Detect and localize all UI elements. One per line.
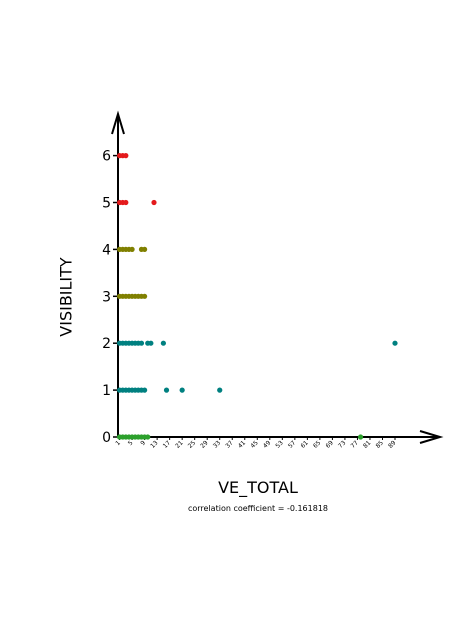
data-point xyxy=(145,434,151,440)
x-tick-label: 73 xyxy=(337,439,347,449)
x-tick-label: 33 xyxy=(212,439,222,449)
x-tick-label: 57 xyxy=(287,439,297,449)
x-tick-label: 45 xyxy=(249,439,259,449)
y-axis-label: VISIBILITY xyxy=(56,257,76,337)
data-point xyxy=(129,246,135,252)
y-tick-label: 6 xyxy=(102,149,111,165)
y-tick-label: 5 xyxy=(102,196,111,212)
x-tick-label: 9 xyxy=(139,439,147,447)
data-points xyxy=(116,153,398,440)
data-point xyxy=(142,246,148,252)
x-tick-label: 69 xyxy=(324,439,334,449)
data-point xyxy=(160,340,166,346)
data-point xyxy=(123,199,129,206)
x-tick-label: 61 xyxy=(299,439,309,449)
y-tick-label: 4 xyxy=(102,242,111,258)
x-tick-label: 41 xyxy=(237,439,247,449)
x-tick-label: 13 xyxy=(149,439,159,449)
data-point xyxy=(142,293,148,299)
x-tick-label: 29 xyxy=(199,439,209,449)
axes xyxy=(111,110,444,444)
y-tick-label: 2 xyxy=(102,336,111,352)
data-point xyxy=(217,387,223,393)
data-point xyxy=(151,199,157,206)
x-tick-label: 89 xyxy=(387,439,397,449)
x-ticks: 1 5 9 13 17 21 25 29 33 37 41 45 49 53 57 61 65 69 73 77 81 8… xyxy=(114,437,398,450)
x-tick-label: 77 xyxy=(350,439,360,449)
x-axis-label: VE_TOTAL xyxy=(218,478,298,497)
x-tick-label: 49 xyxy=(262,439,272,449)
data-point xyxy=(138,340,145,346)
x-tick-label: 5 xyxy=(127,439,135,447)
y-tick-label: 3 xyxy=(102,289,111,305)
data-point xyxy=(123,153,129,159)
data-point xyxy=(179,387,185,393)
x-tick-label: 21 xyxy=(174,439,184,449)
data-point xyxy=(142,387,148,393)
x-tick-label: 37 xyxy=(224,439,234,449)
x-tick-label: 17 xyxy=(162,439,172,449)
y-axis-arrow xyxy=(111,110,125,135)
correlation-annotation: correlation coefficient = -0.161818 xyxy=(187,504,328,513)
x-tick-label: 65 xyxy=(312,439,322,449)
data-point xyxy=(163,387,170,393)
x-axis-arrow xyxy=(419,430,444,444)
data-point xyxy=(357,434,364,440)
y-tick-label: 0 xyxy=(102,430,111,446)
data-point xyxy=(392,340,398,346)
x-tick-label: 53 xyxy=(274,439,284,449)
y-ticks: 0 1 2 3 4 5 6 xyxy=(102,149,118,446)
x-tick-label: 81 xyxy=(362,439,372,449)
data-point xyxy=(148,340,154,346)
x-tick-label: 1 xyxy=(114,439,122,447)
y-tick-label: 1 xyxy=(102,383,111,399)
x-tick-label: 25 xyxy=(187,439,197,449)
x-tick-label: 85 xyxy=(375,439,385,449)
